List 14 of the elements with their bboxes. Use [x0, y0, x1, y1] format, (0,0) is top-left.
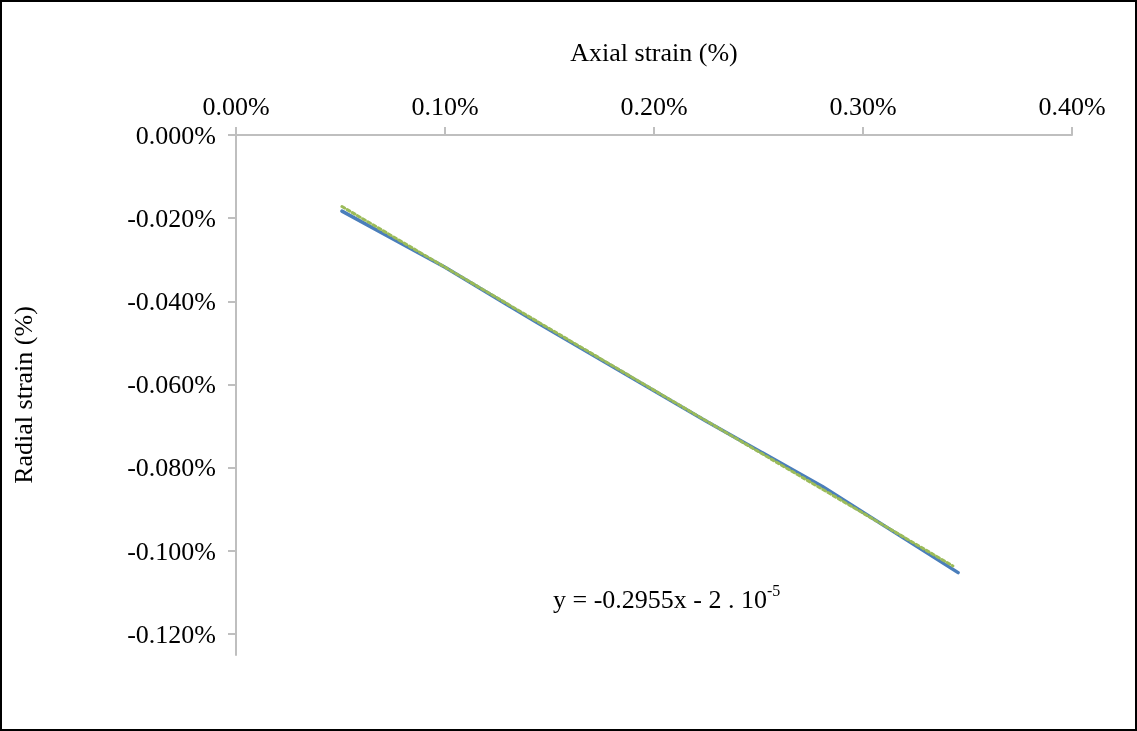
x-tick-label: 0.30%	[829, 91, 897, 121]
y-tick-label: -0.120%	[127, 619, 216, 649]
y-tick-label: 0.000%	[135, 120, 216, 150]
y-tick-label: -0.060%	[127, 370, 216, 400]
x-tick-label: 0.10%	[411, 91, 479, 121]
x-axis-title: Axial strain (%)	[570, 37, 738, 67]
x-tick-label: 0.20%	[620, 91, 688, 121]
y-tick-label: -0.020%	[127, 203, 216, 233]
x-tick-label: 0.40%	[1038, 91, 1106, 121]
y-tick-label: -0.040%	[127, 286, 216, 316]
x-tick-label: 0.00%	[202, 91, 270, 121]
y-tick-label: -0.080%	[127, 453, 216, 483]
y-tick-label: -0.100%	[127, 536, 216, 566]
y-axis-title: Radial strain (%)	[8, 306, 38, 484]
